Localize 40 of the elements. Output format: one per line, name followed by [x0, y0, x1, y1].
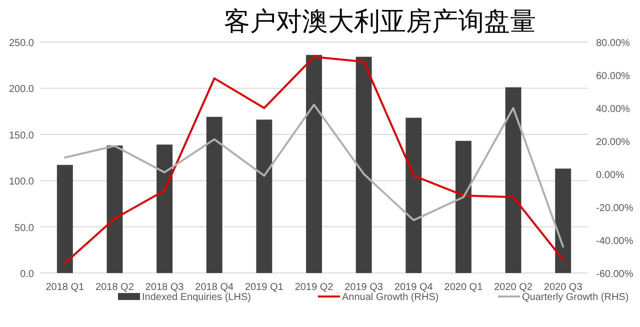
x-tick-label: 2019 Q3	[344, 282, 384, 293]
bar	[106, 145, 123, 273]
bar	[56, 164, 73, 273]
legend-label: Quarterly Growth (RHS)	[522, 292, 629, 303]
x-tick-label: 2018 Q3	[145, 282, 184, 293]
chart-title: 客户对澳大利亚房产询盘量	[224, 6, 536, 36]
y-tick-label: 50.0	[14, 222, 34, 234]
legend-label: Annual Growth (RHS)	[342, 292, 439, 303]
x-tick-label: 2020 Q2	[494, 282, 533, 293]
x-tick-label: 2019 Q2	[294, 282, 334, 293]
x-tick-label: 2019 Q1	[244, 282, 284, 293]
y-tick-label: 100.0	[8, 176, 34, 188]
y-tick-label: 200.0	[8, 84, 34, 96]
x-tick-label: 2019 Q4	[394, 282, 434, 293]
x-tick-label: 2020 Q3	[544, 282, 583, 293]
bar	[455, 140, 472, 273]
y2-tick-label: 40.00%	[596, 104, 630, 115]
y2-tick-label: -20.00%	[596, 203, 634, 214]
y-tick-label: 150.0	[8, 130, 34, 142]
bar	[306, 54, 322, 273]
bar	[356, 56, 372, 273]
y2-tick-label: 60.00%	[596, 71, 630, 82]
y-tick-label: 250.0	[8, 38, 34, 49]
y2-tick-label: 20.00%	[596, 137, 630, 148]
x-tick-label: 2018 Q2	[96, 282, 134, 293]
bar	[406, 118, 422, 273]
y2-tick-label: -40.00%	[596, 236, 634, 247]
bar	[206, 116, 222, 273]
x-tick-label: 2018 Q1	[46, 282, 85, 293]
y2-tick-label: -60.00%	[596, 269, 634, 280]
y2-tick-label: 80.00%	[596, 38, 630, 49]
bar	[555, 168, 572, 273]
y2-tick-label: 0.00%	[596, 170, 624, 181]
x-tick-label: 2018 Q4	[195, 282, 234, 293]
y-tick-label: 0.0	[20, 269, 34, 280]
bar	[505, 87, 522, 273]
bar	[156, 144, 173, 273]
bar	[256, 120, 272, 273]
x-tick-label: 2020 Q1	[444, 282, 484, 293]
legend-label: Indexed Enquiries (LHS)	[142, 292, 251, 303]
